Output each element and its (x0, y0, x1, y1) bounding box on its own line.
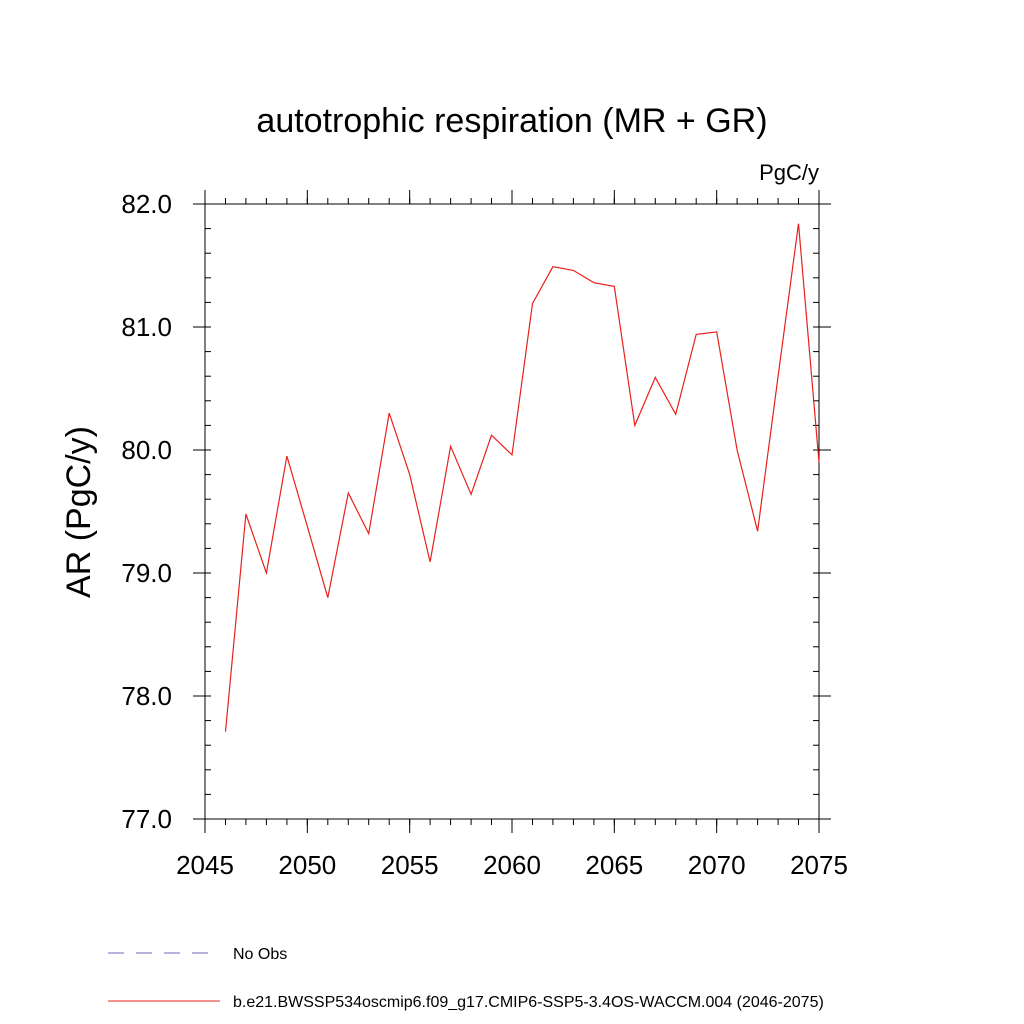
x-major-ticks (204, 190, 820, 833)
y-tick-label: 77.0 (121, 804, 172, 834)
x-tick-label: 2075 (790, 850, 848, 880)
y-tick-label: 80.0 (121, 435, 172, 465)
series-group (224, 223, 820, 732)
plot-frame (204, 203, 820, 820)
legend-label: No Obs (233, 946, 287, 963)
x-minor-ticks (204, 198, 820, 825)
y-major-ticks (193, 203, 831, 820)
legend-item: b.e21.BWSSP534oscmip6.f09_g17.CMIP6-SSP5… (108, 994, 824, 1011)
x-tick-label: 2070 (688, 850, 746, 880)
x-tick-label: 2060 (483, 850, 541, 880)
y-tick-label: 79.0 (121, 558, 172, 588)
legend: No Obs b.e21.BWSSP534oscmip6.f09_g17.CMIP… (108, 946, 824, 1011)
x-tick-labels: 2045 2050 2055 2060 2065 2070 2075 (176, 850, 848, 880)
y-minor-ticks (205, 203, 819, 820)
chart-title: autotrophic respiration (MR + GR) (256, 102, 767, 140)
x-tick-label: 2065 (585, 850, 643, 880)
y-axis-label: AR (PgC/y) (60, 426, 98, 598)
x-tick-label: 2055 (381, 850, 439, 880)
series-line (224, 223, 820, 732)
legend-item: No Obs (108, 946, 287, 963)
y-tick-label: 82.0 (121, 189, 172, 219)
y-tick-label: 78.0 (121, 681, 172, 711)
y-tick-labels: 77.0 78.0 79.0 80.0 81.0 82.0 (121, 189, 172, 834)
x-tick-label: 2050 (278, 850, 336, 880)
legend-label: b.e21.BWSSP534oscmip6.f09_g17.CMIP6-SSP5… (233, 994, 824, 1011)
units-label: PgC/y (759, 160, 819, 185)
y-tick-label: 81.0 (121, 312, 172, 342)
x-tick-label: 2045 (176, 850, 234, 880)
